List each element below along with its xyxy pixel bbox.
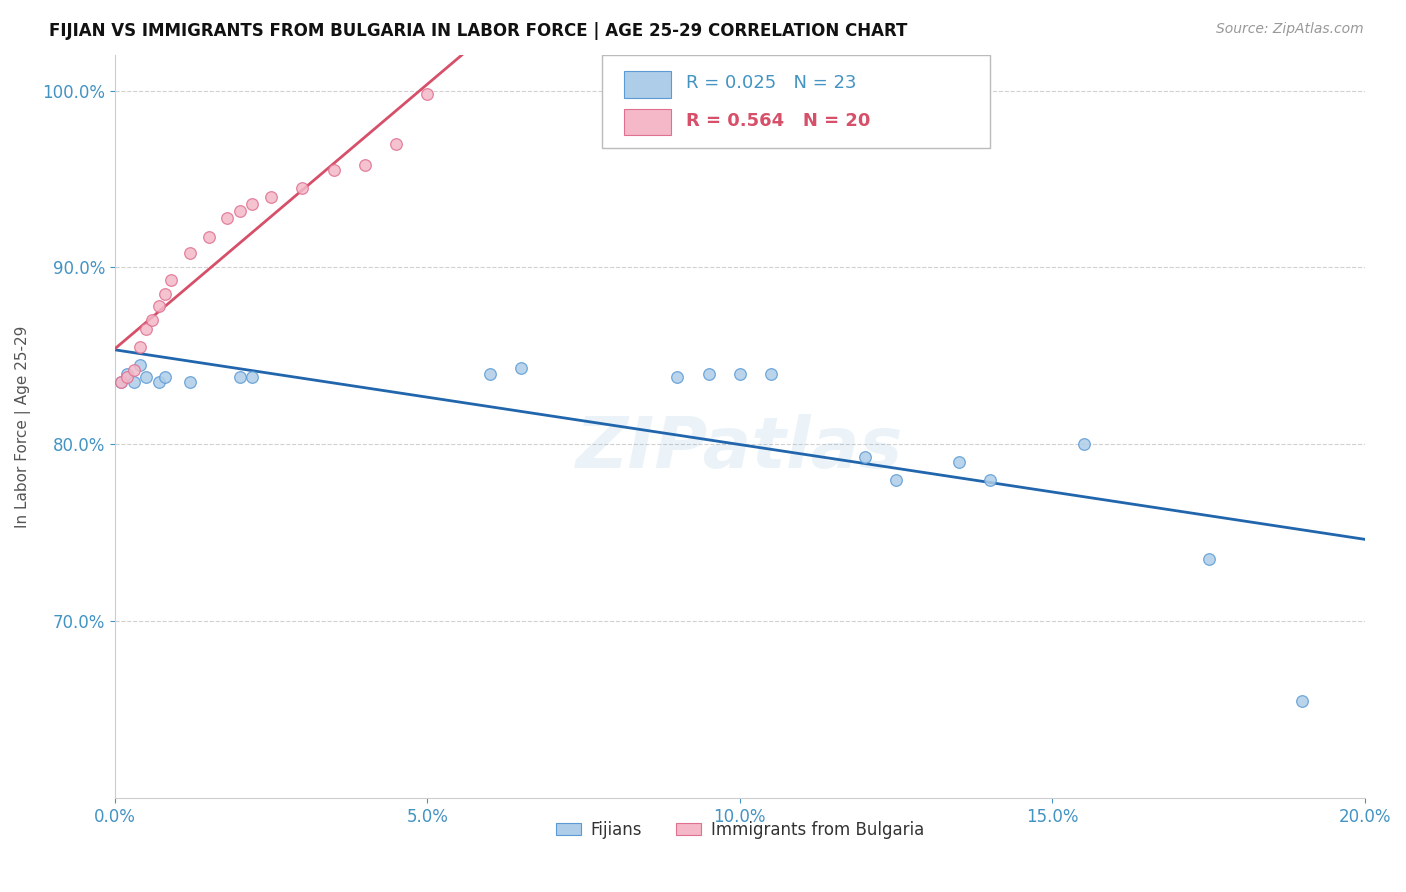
Point xyxy=(110,376,132,390)
Point xyxy=(153,287,176,301)
Point xyxy=(148,376,170,390)
Point xyxy=(110,376,132,390)
Point xyxy=(197,230,219,244)
Point xyxy=(160,273,183,287)
Text: R = 0.025   N = 23: R = 0.025 N = 23 xyxy=(686,74,856,93)
Point xyxy=(229,370,252,384)
Point xyxy=(759,367,782,381)
Point xyxy=(853,450,876,464)
Point xyxy=(117,370,139,384)
Point xyxy=(385,136,408,151)
Bar xyxy=(623,71,671,98)
Point xyxy=(948,455,970,469)
Point xyxy=(128,340,150,354)
Point xyxy=(510,361,533,376)
Point xyxy=(148,299,170,313)
Point xyxy=(478,367,501,381)
Point xyxy=(1198,552,1220,566)
Point xyxy=(135,322,157,336)
Y-axis label: In Labor Force | Age 25-29: In Labor Force | Age 25-29 xyxy=(15,326,31,528)
Point xyxy=(179,376,201,390)
Point xyxy=(179,246,201,260)
Point xyxy=(122,376,145,390)
Point xyxy=(229,203,252,218)
Point xyxy=(153,370,176,384)
Point xyxy=(141,313,163,327)
Bar xyxy=(623,109,671,136)
Point xyxy=(697,367,720,381)
Point xyxy=(240,370,263,384)
Point xyxy=(128,358,150,372)
Point xyxy=(1073,437,1095,451)
Point xyxy=(322,163,344,178)
FancyBboxPatch shape xyxy=(602,55,990,148)
Point xyxy=(260,189,283,203)
Point xyxy=(884,473,907,487)
Text: ZIPatlas: ZIPatlas xyxy=(576,415,904,483)
Point xyxy=(117,367,139,381)
Point xyxy=(291,181,314,195)
Text: Source: ZipAtlas.com: Source: ZipAtlas.com xyxy=(1216,22,1364,37)
Point xyxy=(1291,694,1313,708)
Point xyxy=(979,473,1001,487)
Point xyxy=(353,158,375,172)
Legend: Fijians, Immigrants from Bulgaria: Fijians, Immigrants from Bulgaria xyxy=(550,814,931,846)
Point xyxy=(122,363,145,377)
Point xyxy=(135,370,157,384)
Point xyxy=(728,367,751,381)
Text: FIJIAN VS IMMIGRANTS FROM BULGARIA IN LABOR FORCE | AGE 25-29 CORRELATION CHART: FIJIAN VS IMMIGRANTS FROM BULGARIA IN LA… xyxy=(49,22,908,40)
Point xyxy=(416,87,439,101)
Point xyxy=(240,196,263,211)
Text: R = 0.564   N = 20: R = 0.564 N = 20 xyxy=(686,112,870,129)
Point xyxy=(666,370,689,384)
Point xyxy=(217,211,239,225)
